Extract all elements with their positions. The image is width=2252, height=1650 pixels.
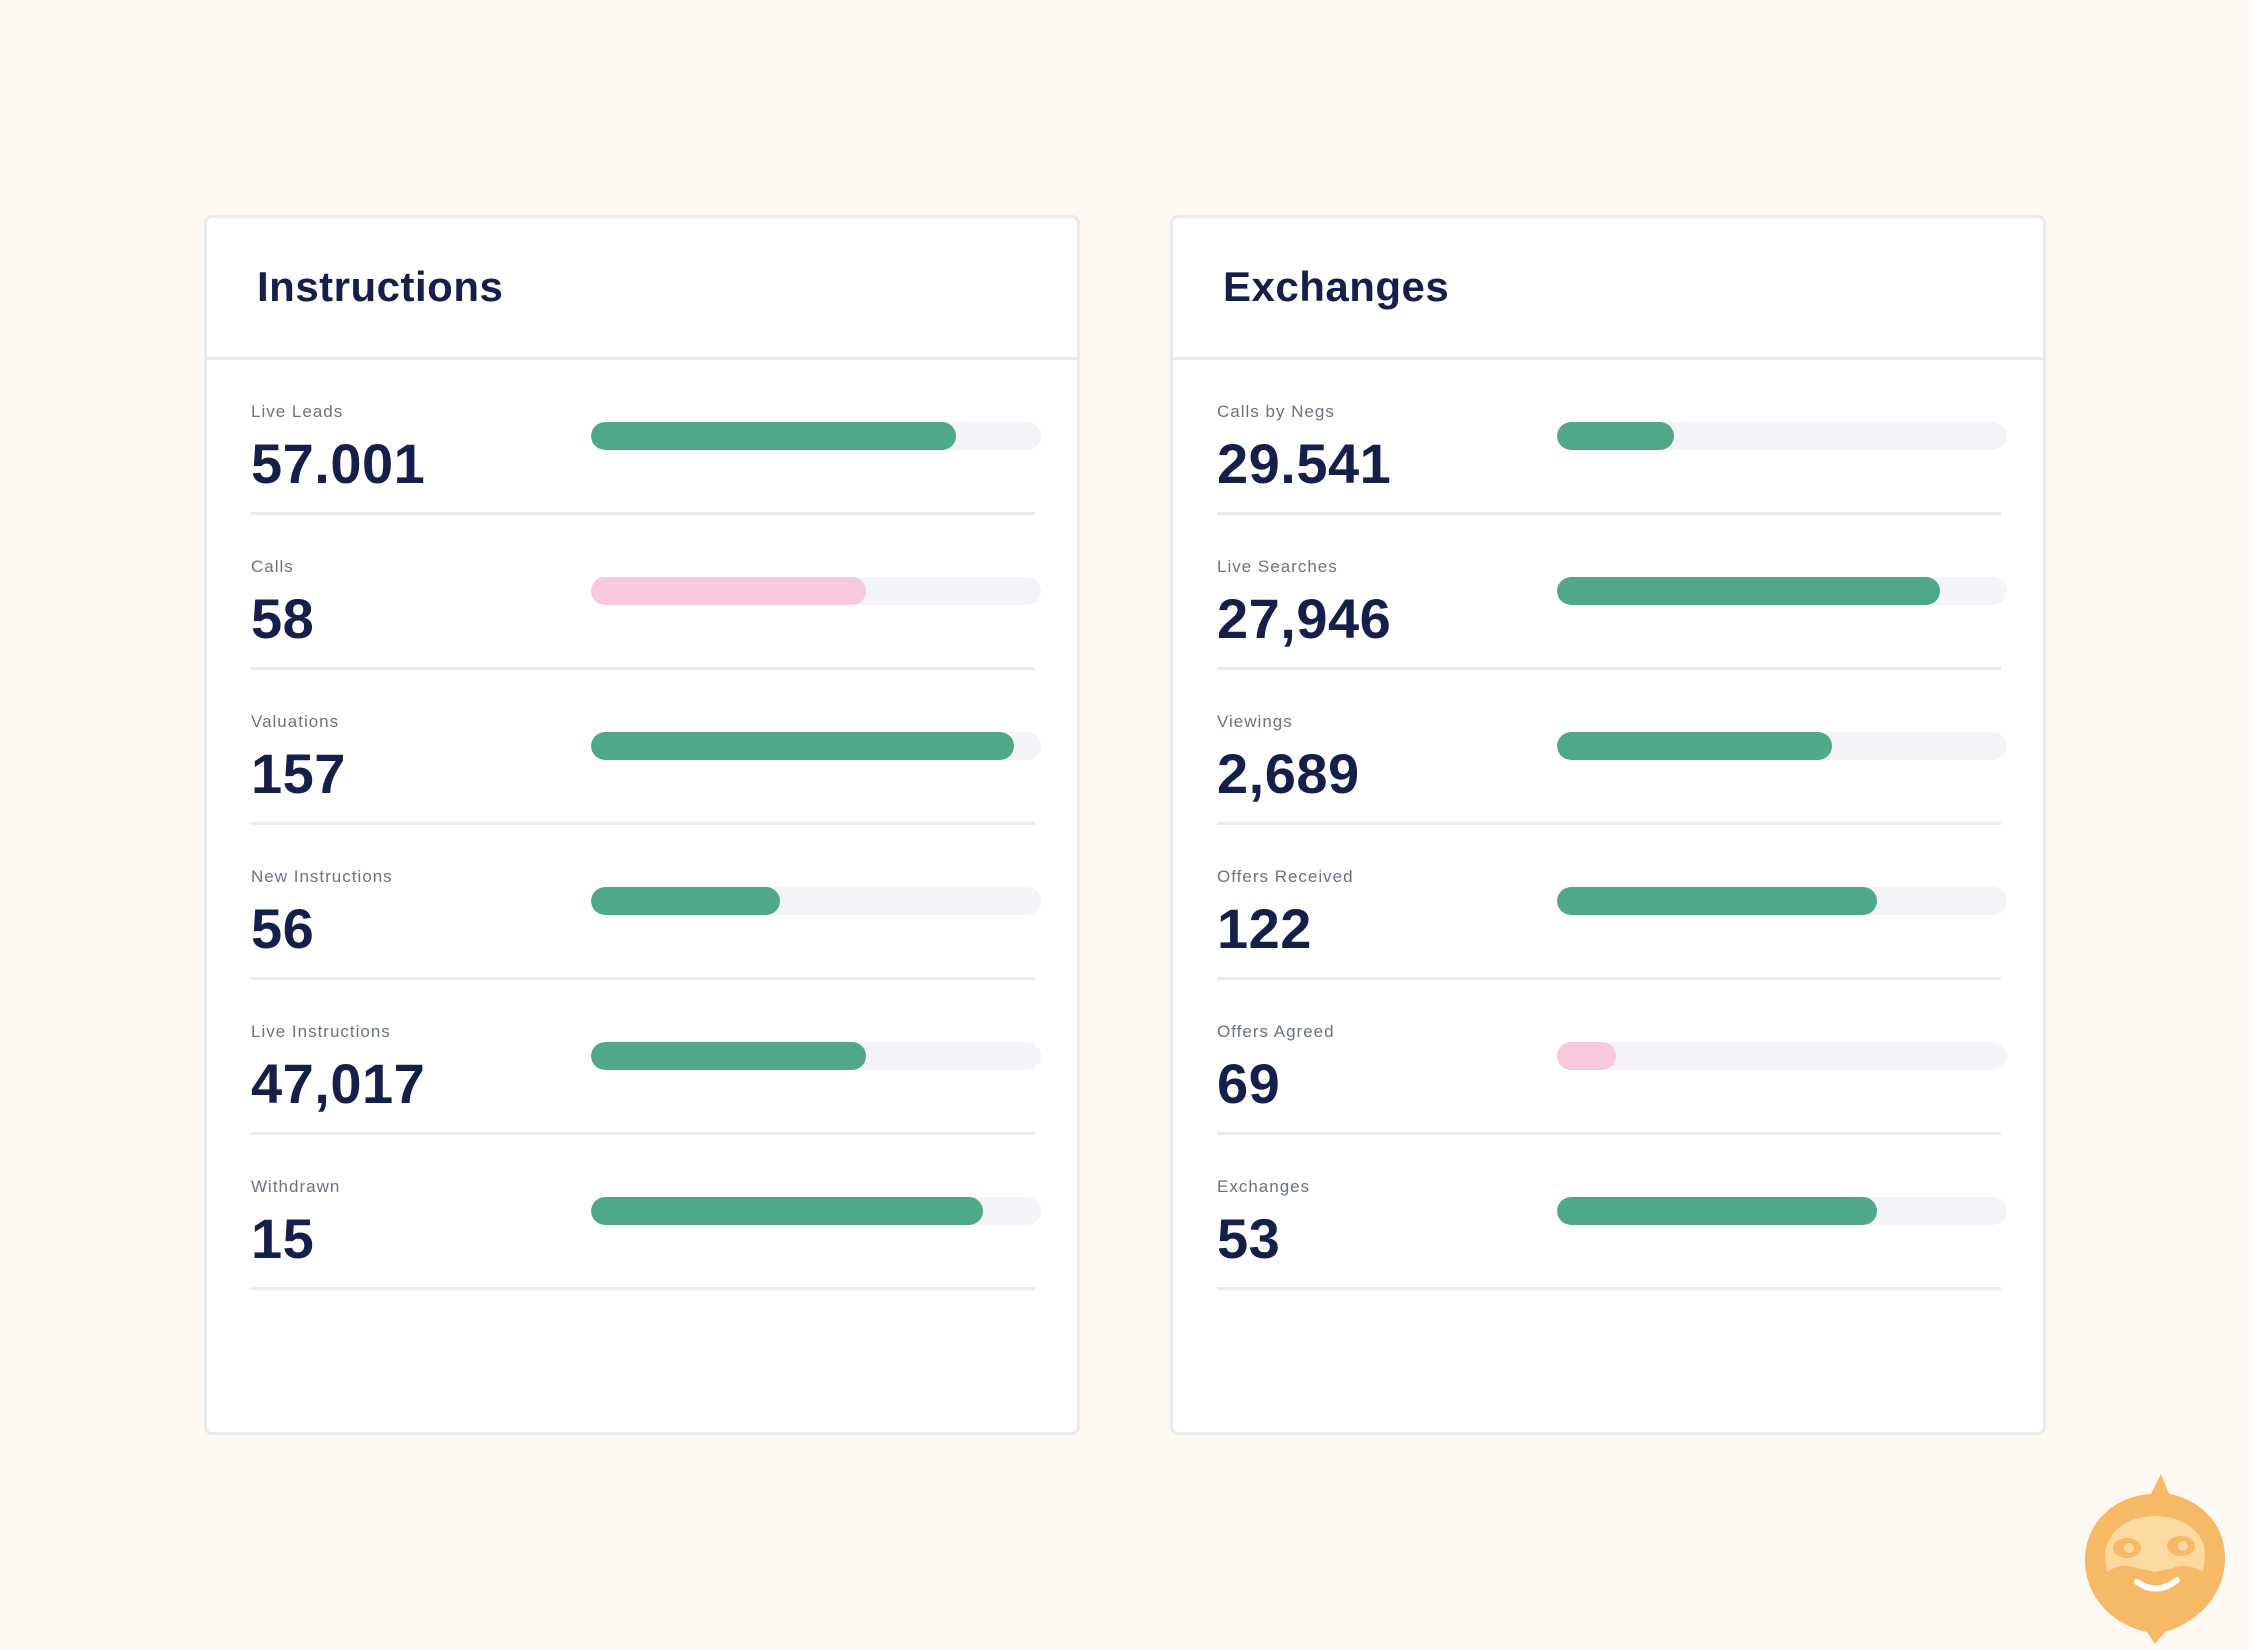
progress-bar-fill xyxy=(591,887,780,915)
progress-bar-track xyxy=(591,577,1041,605)
metric-row-valuations: Valuations 157 xyxy=(251,670,1041,825)
metric-label: Withdrawn xyxy=(251,1177,341,1196)
metric-value: 29.541 xyxy=(1217,432,1392,495)
metric-value: 27,946 xyxy=(1217,587,1392,650)
instructions-panel-header: Instructions xyxy=(207,218,1077,360)
exchanges-panel-title: Exchanges xyxy=(1223,262,1450,310)
metric-label: Offers Received xyxy=(1217,867,1354,886)
metric-value: 69 xyxy=(1217,1052,1281,1115)
metric-row-withdrawn: Withdrawn 15 xyxy=(251,1135,1041,1290)
metric-row-live-searches: Live Searches 27,946 xyxy=(1217,515,2007,670)
metric-value: 157 xyxy=(251,742,346,805)
progress-bar-fill xyxy=(1557,1197,1877,1225)
progress-bar-track xyxy=(1557,1042,2007,1070)
progress-bar-fill xyxy=(591,1197,983,1225)
progress-bar-fill xyxy=(591,1042,866,1070)
progress-bar-track xyxy=(591,422,1041,450)
metric-value: 53 xyxy=(1217,1207,1281,1270)
instructions-panel: Instructions Live Leads 57.001 Calls 58 … xyxy=(204,215,1080,1435)
exchanges-metric-list: Calls by Negs 29.541 Live Searches 27,94… xyxy=(1217,360,2007,1290)
metric-value: 122 xyxy=(1217,897,1312,960)
progress-bar-fill xyxy=(1557,887,1877,915)
metric-label: Viewings xyxy=(1217,712,1293,731)
progress-bar-fill xyxy=(591,732,1014,760)
instructions-panel-title: Instructions xyxy=(257,262,504,310)
progress-bar-fill xyxy=(1557,1042,1616,1070)
progress-bar-track xyxy=(591,1042,1041,1070)
progress-bar-fill xyxy=(1557,732,1832,760)
metric-label: Valuations xyxy=(251,712,340,731)
metric-label: Calls xyxy=(251,557,294,576)
mascot-face-icon xyxy=(2085,1472,2225,1644)
metric-value: 2,689 xyxy=(1217,742,1360,805)
metric-row-calls: Calls 58 xyxy=(251,515,1041,670)
instructions-metric-list: Live Leads 57.001 Calls 58 Valuations 15… xyxy=(251,360,1041,1290)
metric-value: 57.001 xyxy=(251,432,426,495)
metric-label: New Instructions xyxy=(251,867,393,886)
metric-row-calls-by-negs: Calls by Negs 29.541 xyxy=(1217,360,2007,515)
exchanges-panel-header: Exchanges xyxy=(1173,218,2043,360)
metric-value: 47,017 xyxy=(251,1052,426,1115)
metric-label: Live Instructions xyxy=(251,1022,391,1041)
metric-label: Calls by Negs xyxy=(1217,402,1335,421)
progress-bar-track xyxy=(1557,422,2007,450)
metric-value: 15 xyxy=(251,1207,315,1270)
progress-bar-fill xyxy=(591,422,956,450)
metric-row-offers-agreed: Offers Agreed 69 xyxy=(1217,980,2007,1135)
metric-row-exchanges: Exchanges 53 xyxy=(1217,1135,2007,1290)
progress-bar-fill xyxy=(1557,422,1674,450)
progress-bar-track xyxy=(1557,1197,2007,1225)
metric-label: Offers Agreed xyxy=(1217,1022,1335,1041)
progress-bar-track xyxy=(1557,887,2007,915)
exchanges-panel: Exchanges Calls by Negs 29.541 Live Sear… xyxy=(1170,215,2046,1435)
progress-bar-track xyxy=(1557,732,2007,760)
progress-bar-track xyxy=(1557,577,2007,605)
metric-row-live-leads: Live Leads 57.001 xyxy=(251,360,1041,515)
progress-bar-track xyxy=(591,887,1041,915)
metric-value: 56 xyxy=(251,897,315,960)
metric-label: Live Leads xyxy=(251,402,344,421)
metric-value: 58 xyxy=(251,587,315,650)
metric-row-live-instructions: Live Instructions 47,017 xyxy=(251,980,1041,1135)
progress-bar-fill xyxy=(591,577,866,605)
progress-bar-track xyxy=(591,1197,1041,1225)
metric-row-new-instructions: New Instructions 56 xyxy=(251,825,1041,980)
progress-bar-fill xyxy=(1557,577,1940,605)
progress-bar-track xyxy=(591,732,1041,760)
metric-row-viewings: Viewings 2,689 xyxy=(1217,670,2007,825)
metric-label: Live Searches xyxy=(1217,557,1338,576)
metric-label: Exchanges xyxy=(1217,1177,1311,1196)
metric-row-offers-received: Offers Received 122 xyxy=(1217,825,2007,980)
